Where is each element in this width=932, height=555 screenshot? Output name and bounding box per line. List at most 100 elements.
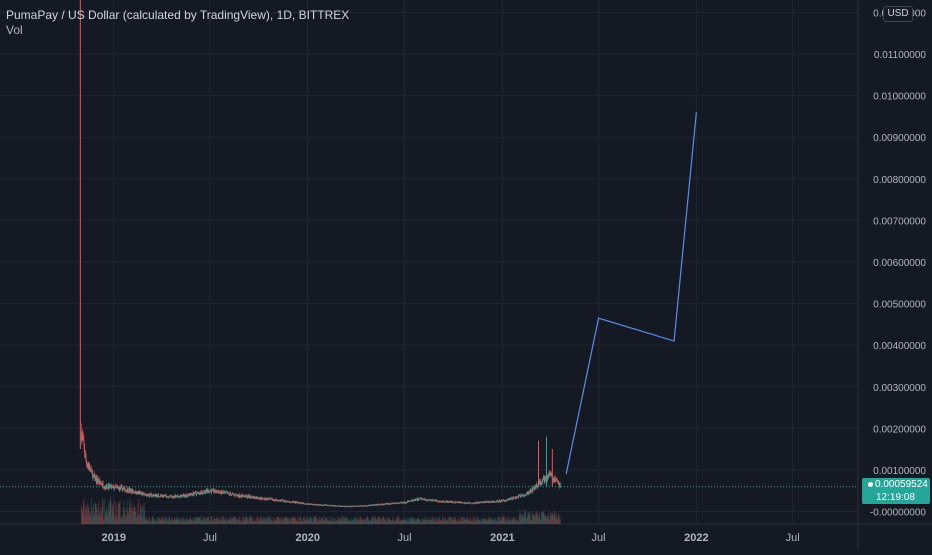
candle-body [84,446,85,454]
candle-body [267,498,269,500]
volume-bar [372,516,374,524]
candle-body [450,501,452,503]
volume-bar [129,498,131,524]
candle-body [215,492,217,493]
candle-body [175,495,176,498]
candle-body [556,479,558,481]
candle-body [376,504,378,506]
volume-bar [306,516,308,524]
candle-body [195,492,197,494]
candle-body [90,470,92,472]
volume-bar [367,518,369,524]
volume-bar [370,519,372,524]
candle-body [301,502,303,504]
volume-bar [212,521,214,524]
candle-body [99,480,101,483]
candle-body [484,501,486,503]
candle-body [465,502,467,504]
candle-body [298,502,300,503]
volume-bar [277,516,278,524]
volume-bar [385,518,386,524]
candle-body [350,506,352,508]
volume-bar [144,519,146,524]
volume-bar [279,520,281,524]
candle-body [412,499,413,502]
volume-bar [87,502,89,524]
candle-body [552,479,554,481]
volume-bar [288,518,290,524]
volume-bar [202,516,204,524]
volume-bar [106,513,108,524]
candle-body [225,492,227,493]
volume-bar [202,521,203,524]
volume-bar [111,504,113,524]
candle-body [286,501,287,503]
volume-bar [163,517,165,524]
candle-body [411,500,413,502]
volume-bar [292,518,294,524]
candle-body [184,495,185,497]
candle-body [272,499,274,501]
candle-body [196,492,198,495]
volume-bar [537,512,539,524]
volume-bar [339,519,341,524]
volume-bar [286,516,287,524]
candle-body [281,500,283,502]
volume-bar [328,519,329,524]
volume-bar [276,517,278,524]
candle-body [182,495,184,497]
volume-bar [242,516,243,524]
volume-bar [185,519,187,524]
volume-bar [127,512,129,524]
candle-body [448,501,450,503]
candle-body [549,473,551,476]
volume-bar [367,517,369,524]
candle-body [313,504,315,506]
volume-label[interactable]: Vol [6,23,23,37]
volume-bar [354,519,355,524]
candle-body [530,490,532,492]
candle-body [486,501,488,503]
volume-bar [444,516,446,524]
symbol-title[interactable]: PumaPay / US Dollar (calculated by Tradi… [6,8,350,22]
volume-bar [336,520,337,524]
candle-body [426,499,428,501]
volume-bar [465,518,467,524]
volume-bar [193,518,195,524]
candle-body [303,502,304,504]
volume-bar [297,521,299,524]
candle-body [353,506,355,507]
volume-bar [176,519,178,524]
candle-body [277,500,279,502]
candle-body [161,495,163,497]
volume-bar [396,516,398,524]
volume-bar [500,516,502,524]
candle-body [339,505,341,507]
y-tick-label: 0.00500000 [873,300,926,311]
volume-bar [411,516,412,524]
candle-body [93,474,94,476]
candle-body [211,489,213,491]
candle-body [474,502,476,504]
volume-bar [189,518,191,524]
volume-bar [137,515,139,524]
candle-body [385,503,386,505]
candle-body [346,506,348,507]
volume-bar [264,519,266,524]
candle-body [124,487,126,492]
candle-body [374,505,376,506]
currency-button[interactable]: USD [883,6,913,22]
candle-body [357,505,359,507]
volume-bar [423,519,425,524]
volume-bar [148,517,150,524]
candle-body [471,503,473,505]
volume-bar [303,517,304,524]
volume-bar [311,521,313,524]
volume-bar [431,516,433,524]
projection-path-line[interactable] [565,112,697,475]
volume-bar [551,512,553,524]
candle-body [309,504,311,505]
y-tick-label: -0.00000000 [870,508,927,519]
